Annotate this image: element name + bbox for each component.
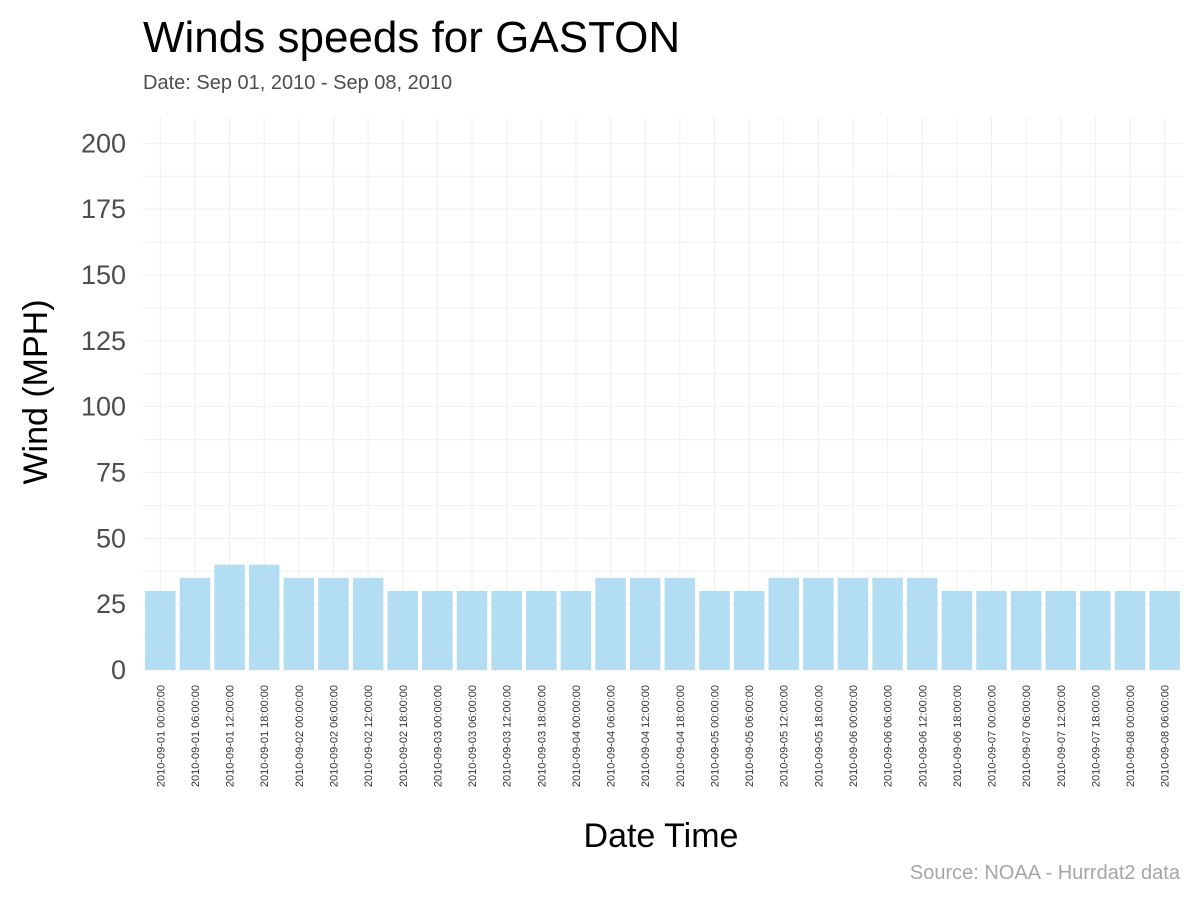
x-tick-label: 2010-09-03 00:00:00 bbox=[432, 685, 444, 787]
bar bbox=[629, 577, 661, 670]
y-tick-label: 175 bbox=[81, 194, 126, 224]
bar bbox=[491, 591, 522, 670]
bar bbox=[318, 577, 349, 670]
bar bbox=[145, 591, 176, 670]
bar bbox=[664, 577, 696, 670]
x-tick-label: 2010-09-06 06:00:00 bbox=[883, 685, 895, 787]
bar bbox=[976, 591, 1007, 670]
bar bbox=[456, 591, 488, 670]
x-tick-label: 2010-09-02 12:00:00 bbox=[363, 685, 375, 787]
x-tick-label: 2010-09-05 06:00:00 bbox=[744, 685, 756, 787]
bar bbox=[214, 564, 245, 670]
y-tick-label: 25 bbox=[96, 589, 126, 619]
x-tick-label: 2010-09-07 12:00:00 bbox=[1056, 685, 1068, 787]
x-tick-label: 2010-09-08 06:00:00 bbox=[1160, 685, 1172, 787]
y-tick-label: 125 bbox=[81, 326, 126, 356]
y-axis-label: Wind (MPH) bbox=[17, 299, 55, 484]
x-tick-label: 2010-09-01 12:00:00 bbox=[225, 685, 237, 787]
x-axis-label: Date Time bbox=[584, 817, 739, 855]
y-tick-label: 75 bbox=[96, 458, 126, 488]
x-tick-label: 2010-09-02 06:00:00 bbox=[328, 685, 340, 787]
x-tick-label: 2010-09-05 12:00:00 bbox=[779, 685, 791, 787]
bar bbox=[872, 577, 903, 670]
x-axis-ticks: 2010-09-01 00:00:00 2010-09-01 06:00:00 20… bbox=[155, 685, 1171, 787]
bar bbox=[1045, 591, 1077, 670]
chart-title: Winds speeds for GASTON bbox=[143, 13, 680, 62]
bar bbox=[283, 577, 315, 670]
bar bbox=[1010, 591, 1042, 670]
x-tick-label: 2010-09-06 00:00:00 bbox=[848, 685, 860, 787]
x-tick-label: 2010-09-03 18:00:00 bbox=[536, 685, 548, 787]
x-tick-label: 2010-09-06 18:00:00 bbox=[952, 685, 964, 787]
chart-subtitle: Date: Sep 01, 2010 - Sep 08, 2010 bbox=[143, 72, 452, 94]
x-tick-label: 2010-09-01 06:00:00 bbox=[190, 685, 202, 787]
x-tick-label: 2010-09-04 18:00:00 bbox=[675, 685, 687, 787]
bar bbox=[560, 591, 592, 670]
y-tick-label: 50 bbox=[96, 523, 126, 553]
x-tick-label: 2010-09-06 12:00:00 bbox=[917, 685, 929, 787]
y-tick-label: 200 bbox=[81, 128, 126, 158]
bar bbox=[907, 577, 938, 670]
bars bbox=[145, 564, 1180, 670]
x-tick-label: 2010-09-01 00:00:00 bbox=[155, 685, 167, 787]
x-tick-label: 2010-09-03 12:00:00 bbox=[502, 685, 514, 787]
x-tick-label: 2010-09-02 00:00:00 bbox=[294, 685, 306, 787]
x-tick-label: 2010-09-05 18:00:00 bbox=[813, 685, 825, 787]
x-tick-label: 2010-09-07 18:00:00 bbox=[1090, 685, 1102, 787]
x-tick-label: 2010-09-07 00:00:00 bbox=[987, 685, 999, 787]
x-tick-label: 2010-09-08 00:00:00 bbox=[1125, 685, 1137, 787]
x-tick-label: 2010-09-04 00:00:00 bbox=[571, 685, 583, 787]
x-tick-label: 2010-09-04 06:00:00 bbox=[606, 685, 618, 787]
bar bbox=[352, 577, 384, 670]
x-tick-label: 2010-09-07 06:00:00 bbox=[1021, 685, 1033, 787]
y-tick-label: 0 bbox=[111, 655, 126, 685]
bar bbox=[526, 591, 557, 670]
bar bbox=[248, 564, 280, 670]
bar bbox=[422, 591, 453, 670]
bar bbox=[699, 591, 730, 670]
x-tick-label: 2010-09-05 00:00:00 bbox=[709, 685, 721, 787]
chart-caption: Source: NOAA - Hurrdat2 data bbox=[910, 862, 1181, 884]
x-tick-label: 2010-09-03 06:00:00 bbox=[467, 685, 479, 787]
bar bbox=[941, 591, 973, 670]
x-tick-label: 2010-09-04 12:00:00 bbox=[640, 685, 652, 787]
bar bbox=[387, 591, 418, 670]
bar bbox=[1080, 591, 1111, 670]
x-tick-label: 2010-09-02 18:00:00 bbox=[398, 685, 410, 787]
bar bbox=[733, 591, 765, 670]
y-tick-label: 100 bbox=[81, 392, 126, 422]
bar bbox=[179, 577, 211, 670]
x-tick-label: 2010-09-01 18:00:00 bbox=[259, 685, 271, 787]
y-tick-label: 150 bbox=[81, 260, 126, 290]
bar bbox=[1114, 591, 1146, 670]
bar bbox=[768, 577, 799, 670]
bar bbox=[837, 577, 869, 670]
bar bbox=[595, 577, 626, 670]
bar bbox=[1149, 591, 1180, 670]
y-axis-ticks: 0 25 50 75 100 125 150 175 200 bbox=[81, 128, 126, 685]
bar bbox=[803, 577, 834, 670]
